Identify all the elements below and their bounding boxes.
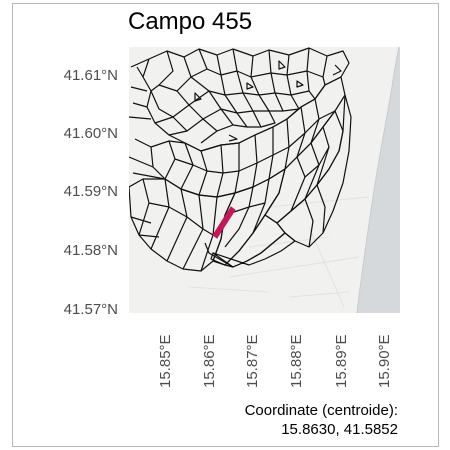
x-tick-wrapper: 15.88°E	[288, 322, 305, 388]
x-tick-label: 15.88°E	[288, 334, 305, 388]
x-tick-label: 15.89°E	[333, 334, 350, 388]
caption-line-1: Coordinate (centroide):	[244, 402, 398, 419]
x-tick-label: 15.85°E	[157, 334, 174, 388]
y-tick-label: 41.59°N	[63, 183, 118, 200]
sea-area	[357, 47, 400, 313]
x-tick-wrapper: 15.86°E	[201, 322, 218, 388]
x-tick-label: 15.90°E	[376, 334, 393, 388]
x-tick-wrapper: 15.85°E	[157, 322, 174, 388]
y-tick-label: 41.57°N	[63, 301, 118, 318]
land-area	[129, 47, 400, 313]
x-tick-wrapper: 15.89°E	[333, 322, 350, 388]
district-boundaries	[129, 47, 352, 272]
map-title: Campo 455	[128, 8, 253, 35]
x-tick-label: 15.86°E	[201, 334, 218, 388]
street-map	[129, 47, 400, 313]
x-tick-label: 15.87°E	[244, 334, 261, 388]
y-tick-label: 41.58°N	[63, 242, 118, 259]
caption-line-2: 15.8630, 41.5852	[281, 421, 398, 438]
highlighted-parcel	[212, 206, 236, 239]
y-tick-label: 41.60°N	[63, 125, 118, 142]
x-tick-wrapper: 15.90°E	[376, 322, 393, 388]
y-tick-label: 41.61°N	[63, 67, 118, 84]
x-tick-wrapper: 15.87°E	[244, 322, 261, 388]
centroid-caption: Coordinate (centroide): 15.8630, 41.5852	[245, 401, 398, 439]
